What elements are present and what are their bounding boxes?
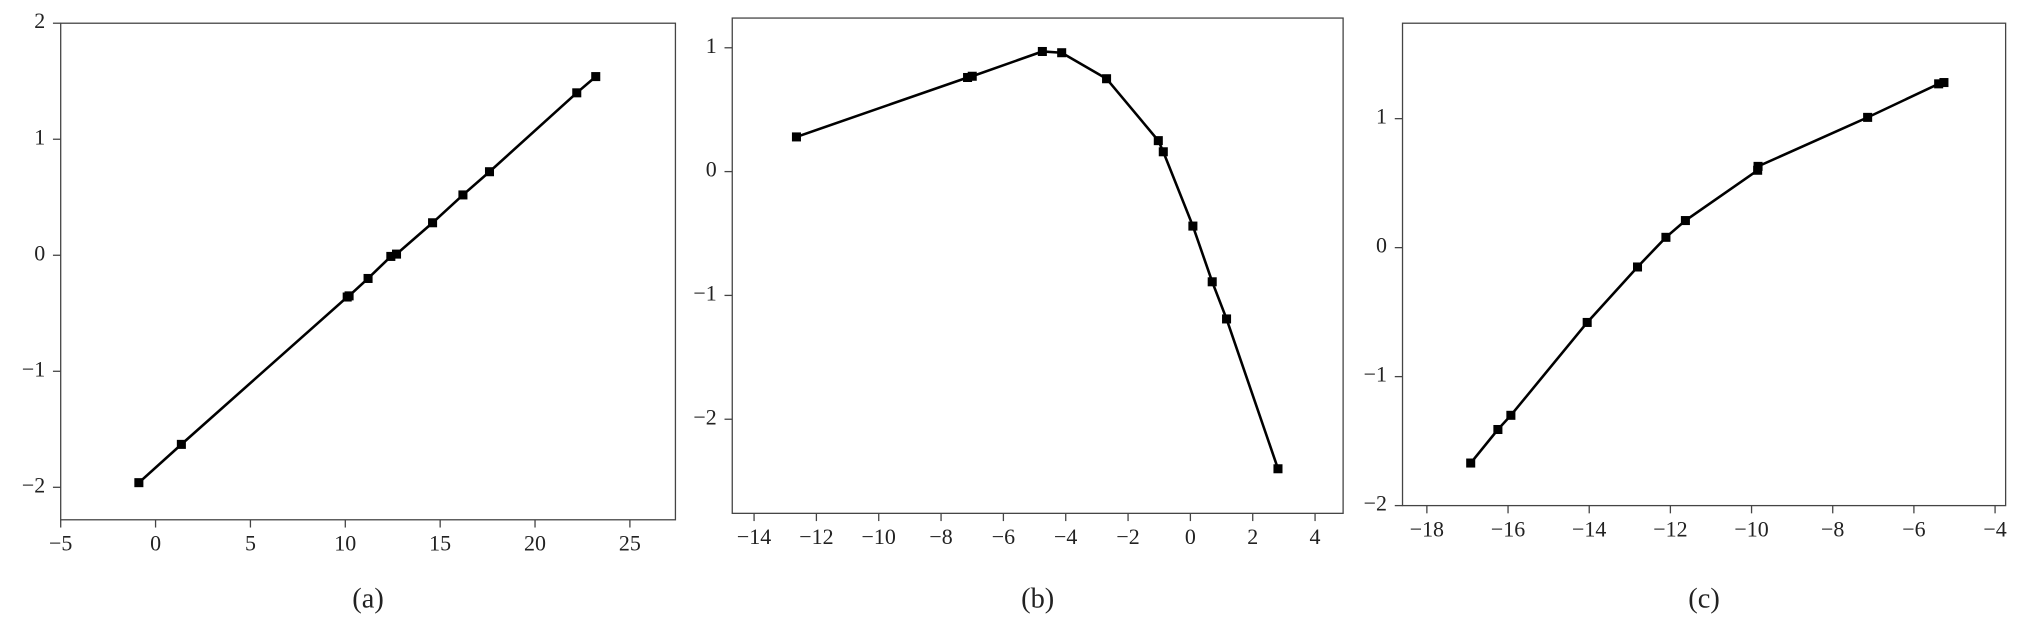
x-tick-label: −2 — [1116, 524, 1139, 549]
data-point — [967, 71, 977, 81]
data-point — [1939, 78, 1949, 88]
x-tick-label: 2 — [1247, 524, 1258, 549]
x-tick-label: −18 — [1410, 516, 1444, 541]
data-point — [1934, 79, 1944, 89]
x-tick-label: −4 — [1054, 524, 1077, 549]
data-point — [344, 291, 354, 301]
data-point — [1057, 48, 1067, 58]
data-point — [363, 273, 373, 283]
x-tick-label: 0 — [150, 531, 161, 556]
data-point — [1153, 136, 1163, 146]
x-tick-label: 10 — [334, 531, 356, 556]
data-point — [1753, 161, 1763, 171]
data-point — [1661, 232, 1671, 242]
y-tick-label: 0 — [1376, 233, 1387, 258]
x-tick-label: 5 — [245, 531, 256, 556]
x-tick-label: −5 — [49, 531, 72, 556]
data-point — [1632, 262, 1643, 272]
data-point — [1466, 458, 1476, 468]
x-tick-label: −6 — [992, 524, 1015, 549]
data-line — [1469, 81, 1945, 464]
data-point — [484, 167, 495, 177]
data-point — [963, 72, 973, 83]
y-tick-label: −2 — [693, 404, 716, 429]
x-tick-label: −10 — [862, 524, 896, 549]
x-tick-label: −4 — [1983, 516, 2006, 541]
data-point — [386, 251, 396, 261]
x-tick-label: 20 — [524, 531, 546, 556]
y-tick-label: 2 — [34, 8, 45, 33]
data-point — [591, 72, 601, 82]
panel-caption: (a) — [352, 584, 384, 615]
data-point — [392, 249, 402, 259]
data-point — [1102, 74, 1112, 84]
data-point — [1222, 314, 1232, 324]
panel-caption: (b) — [1021, 584, 1054, 615]
y-tick-label: −1 — [22, 356, 45, 381]
x-tick-label: −6 — [1902, 516, 1925, 541]
data-point — [1188, 221, 1198, 231]
y-tick-label: −1 — [693, 280, 716, 305]
data-point — [1582, 317, 1592, 327]
data-point — [1207, 277, 1217, 287]
data-point — [1273, 464, 1283, 474]
x-tick-label: −12 — [1653, 516, 1687, 541]
data-point — [572, 88, 582, 98]
x-tick-label: −8 — [1821, 516, 1844, 541]
data-point — [1506, 410, 1516, 420]
y-tick-label: 0 — [34, 240, 45, 265]
data-point — [1863, 112, 1873, 122]
data-line — [796, 50, 1280, 470]
y-tick-label: 1 — [1376, 104, 1387, 129]
data-point — [1493, 424, 1503, 435]
y-tick-label: 1 — [34, 124, 45, 149]
y-tick-label: 1 — [706, 33, 717, 58]
data-point — [1680, 216, 1690, 226]
data-point — [458, 190, 468, 200]
x-tick-label: 15 — [429, 531, 451, 556]
data-point — [1037, 46, 1047, 57]
x-tick-label: −16 — [1491, 516, 1525, 541]
data-point — [176, 439, 186, 449]
y-tick-label: −2 — [1364, 491, 1387, 516]
x-tick-label: −8 — [929, 524, 952, 549]
y-tick-label: 0 — [706, 157, 717, 182]
data-point — [791, 132, 801, 142]
x-tick-label: −14 — [1572, 516, 1606, 541]
x-tick-label: −14 — [737, 524, 771, 549]
panel-caption: (c) — [1688, 584, 1720, 615]
y-tick-label: −2 — [22, 472, 45, 497]
x-tick-label: −10 — [1734, 516, 1768, 541]
x-tick-label: 25 — [619, 531, 641, 556]
data-point — [134, 478, 144, 488]
data-point — [1158, 147, 1168, 157]
plot-frame — [731, 17, 1344, 514]
x-tick-label: 4 — [1310, 524, 1321, 549]
x-tick-label: −12 — [799, 524, 833, 549]
data-point — [428, 218, 438, 228]
x-tick-label: 0 — [1185, 524, 1196, 549]
y-tick-label: −1 — [1364, 362, 1387, 387]
plot-frame — [1401, 22, 2007, 507]
plot-frame — [60, 22, 677, 521]
